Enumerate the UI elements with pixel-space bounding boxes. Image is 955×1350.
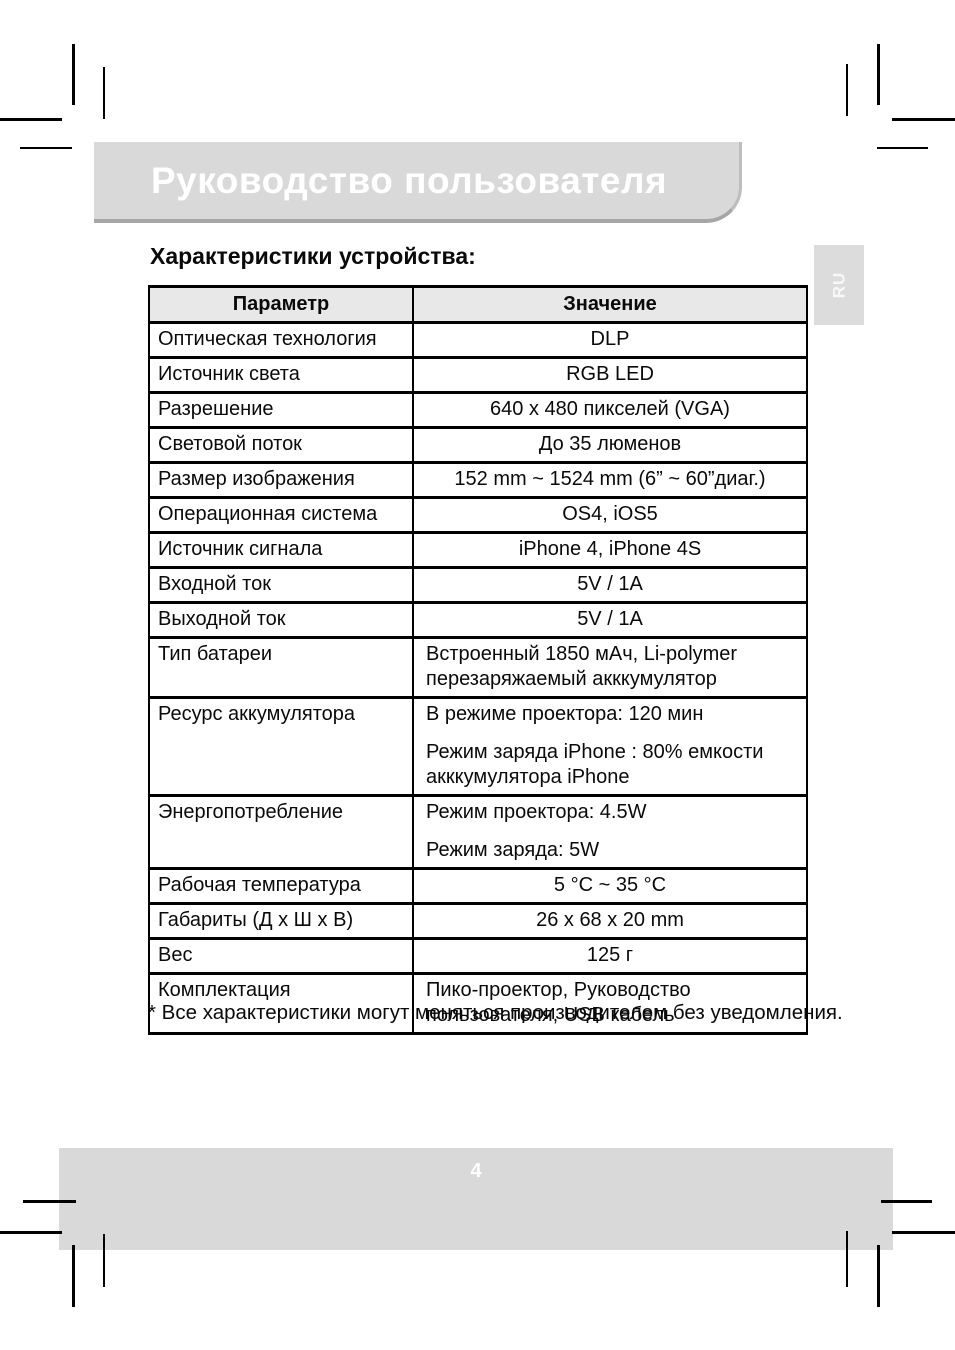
table-row: Комплектация Пико-проектор, Руководство п… — [148, 972, 808, 1035]
param-cell: Размер изображения — [148, 461, 414, 499]
param-cell: Оптическая технология — [148, 321, 414, 359]
table-row: Вес 125 г — [148, 937, 808, 975]
param-cell: Тип батареи — [148, 636, 414, 699]
value-line: 125 г — [586, 944, 634, 966]
value-cell: До 35 люменов — [412, 426, 808, 464]
param-cell: Операционная система — [148, 496, 414, 534]
crop-mark — [0, 1231, 62, 1234]
value-cell: 640 x 480 пикселей (VGA) — [412, 391, 808, 429]
value-line: До 35 люменов — [538, 433, 682, 455]
table-row: Разрешение 640 x 480 пикселей (VGA) — [148, 391, 808, 429]
value-line: Режим заряда: 5W — [426, 839, 600, 861]
param-cell: Источник сигнала — [148, 531, 414, 569]
value-line: 5V / 1A — [577, 573, 643, 595]
value-cell: Встроенный 1850 мАч, Li-polymer перезаря… — [412, 636, 808, 699]
page-number: 4 — [470, 1160, 482, 1182]
value-cell: 5V / 1A — [412, 601, 808, 639]
value-line: RGB LED — [566, 363, 654, 385]
value-line: iPhone 4, iPhone 4S — [518, 538, 702, 560]
value-cell: OS4, iOS5 — [412, 496, 808, 534]
table-row: Рабочая температура 5 °C ~ 35 °C — [148, 867, 808, 905]
param-cell: Вес — [148, 937, 414, 975]
table-row: Световой поток До 35 люменов — [148, 426, 808, 464]
crop-mark — [892, 1231, 955, 1234]
value-line: Режим заряда iPhone : 80% емкости акккум… — [426, 741, 764, 788]
spec-table: Параметр Значение Оптическая технология D… — [148, 285, 808, 1035]
table-row: Тип батареи Встроенный 1850 мАч, Li-polym… — [148, 636, 808, 699]
table-row: Выходной ток 5V / 1A — [148, 601, 808, 639]
value-line: 5V / 1A — [577, 608, 643, 630]
value-cell: DLP — [412, 321, 808, 359]
value-line: 152 mm ~ 1524 mm (6” ~ 60”диаг.) — [454, 468, 766, 490]
crop-mark — [72, 1245, 75, 1307]
value-cell: В режиме проектора: 120 мин Режим заряда … — [412, 696, 808, 797]
param-cell: Ресурс аккумулятора — [148, 696, 414, 797]
value-line: Пико-проектор, Руководство пользователя,… — [426, 979, 691, 1026]
value-cell: 152 mm ~ 1524 mm (6” ~ 60”диаг.) — [412, 461, 808, 499]
crop-mark — [103, 1234, 105, 1287]
value-line: DLP — [590, 328, 630, 350]
value-cell: Режим проектора: 4.5W Режим заряда: 5W — [412, 794, 808, 870]
table-row: Источник сигнала iPhone 4, iPhone 4S — [148, 531, 808, 569]
table-row: Ресурс аккумулятора В режиме проектора: 1… — [148, 696, 808, 797]
footer-banner: 4 — [59, 1148, 893, 1250]
value-line: Режим проектора: 4.5W — [426, 801, 647, 823]
value-cell: iPhone 4, iPhone 4S — [412, 531, 808, 569]
table-row: Оптическая технология DLP — [148, 321, 808, 359]
table-header-row: Параметр Значение — [148, 285, 808, 324]
spec-table-body: Оптическая технология DLP Источник света RG… — [148, 321, 808, 1035]
param-cell: Входной ток — [148, 566, 414, 604]
value-line: 5 °C ~ 35 °C — [553, 874, 667, 896]
section-heading: Характеристики устройства: — [150, 243, 476, 269]
crop-mark — [881, 1200, 932, 1203]
value-cell: 5V / 1A — [412, 566, 808, 604]
table-row: Источник света RGB LED — [148, 356, 808, 394]
value-line: В режиме проектора: 120 мин — [426, 703, 704, 725]
param-cell: Рабочая температура — [148, 867, 414, 905]
crop-mark — [846, 1231, 848, 1287]
table-row: Операционная система OS4, iOS5 — [148, 496, 808, 534]
value-line: Встроенный 1850 мАч, Li-polymer перезаря… — [426, 643, 738, 690]
table-row: Энергопотребление Режим проектора: 4.5W Ре… — [148, 794, 808, 870]
param-cell: Габариты (Д x Ш x В) — [148, 902, 414, 940]
crop-mark — [846, 64, 848, 116]
param-cell: Источник света — [148, 356, 414, 394]
value-cell: 26 x 68 x 20 mm — [412, 902, 808, 940]
column-header-parameter: Параметр — [148, 285, 414, 324]
value-cell: Пико-проектор, Руководство пользователя,… — [412, 972, 808, 1035]
value-line: 26 x 68 x 20 mm — [536, 909, 684, 931]
table-row: Габариты (Д x Ш x В) 26 x 68 x 20 mm — [148, 902, 808, 940]
param-cell: Выходной ток — [148, 601, 414, 639]
param-cell: Энергопотребление — [148, 794, 414, 870]
crop-mark — [877, 44, 880, 105]
column-header-value: Значение — [412, 285, 808, 324]
value-cell: 125 г — [412, 937, 808, 975]
table-row: Размер изображения 152 mm ~ 1524 mm (6” ~… — [148, 461, 808, 499]
table-row: Входной ток 5V / 1A — [148, 566, 808, 604]
value-cell: RGB LED — [412, 356, 808, 394]
language-tab-label: RU — [829, 271, 848, 299]
crop-mark — [877, 147, 928, 149]
value-line: OS4, iOS5 — [562, 503, 658, 525]
crop-mark — [0, 118, 62, 121]
crop-mark — [877, 1245, 880, 1307]
param-cell: Разрешение — [148, 391, 414, 429]
crop-mark — [892, 118, 955, 121]
language-tab-ru: RU — [814, 245, 864, 325]
crop-mark — [72, 44, 75, 105]
crop-mark — [103, 67, 105, 119]
param-cell: Комплектация — [148, 972, 414, 1035]
document-title: Руководство пользователя — [151, 159, 668, 201]
param-cell: Световой поток — [148, 426, 414, 464]
crop-mark — [20, 147, 72, 149]
footnote: * Все характеристики могут меняться прои… — [148, 1001, 843, 1024]
value-cell: 5 °C ~ 35 °C — [412, 867, 808, 905]
value-line: 640 x 480 пикселей (VGA) — [490, 398, 730, 420]
crop-mark — [23, 1200, 76, 1203]
header-banner: Руководство пользователя — [94, 142, 742, 223]
